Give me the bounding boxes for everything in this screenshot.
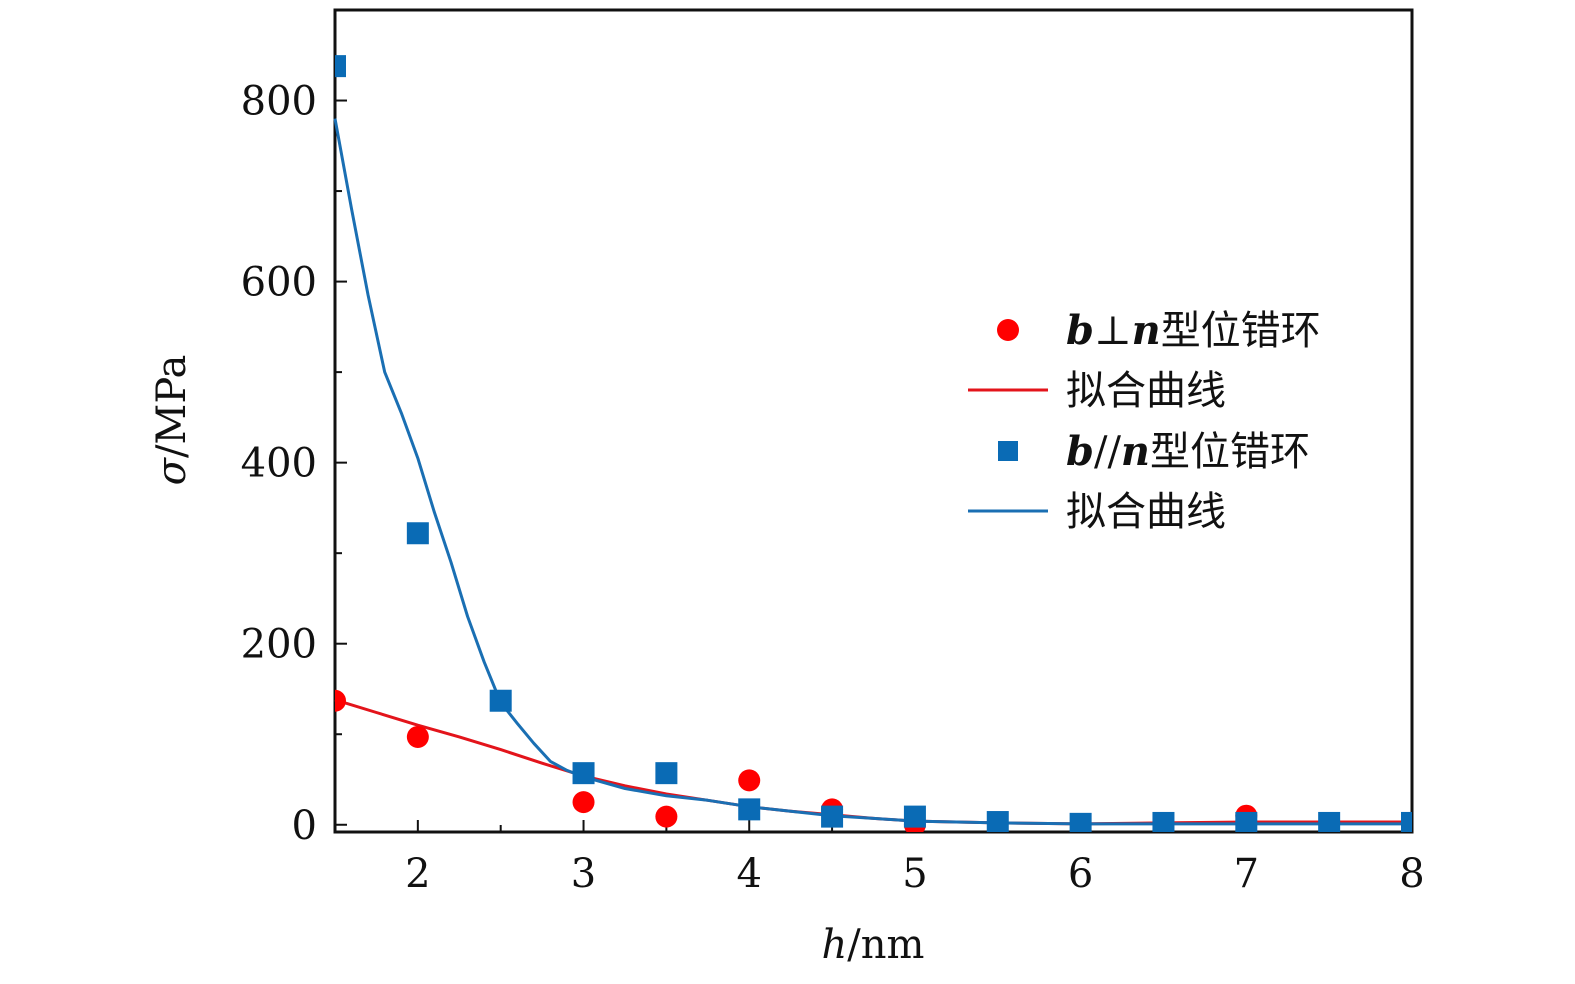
- point-square: [489, 689, 512, 712]
- legend-label: 拟合曲线: [1066, 368, 1226, 414]
- point-square: [406, 522, 429, 545]
- point-circle: [738, 769, 761, 792]
- y-tick-label: 600: [241, 260, 317, 306]
- x-tick-label: 2: [405, 851, 430, 897]
- legend-label: 拟合曲线: [1066, 489, 1226, 535]
- y-tick-label: 200: [241, 622, 317, 668]
- x-tick-label: 7: [1234, 851, 1259, 897]
- x-tick-label: 3: [571, 851, 596, 897]
- y-tick-label: 800: [241, 79, 317, 125]
- point-square: [1152, 811, 1175, 832]
- point-square: [1069, 812, 1092, 832]
- point-square: [1401, 811, 1412, 832]
- point-square: [1318, 811, 1341, 832]
- point-circle: [335, 689, 346, 712]
- point-square: [821, 805, 844, 828]
- x-tick-label: 4: [737, 851, 762, 897]
- point-circle: [655, 805, 678, 828]
- plot-frame: [333, 8, 1414, 834]
- legend-square-marker: [998, 441, 1018, 461]
- x-axis-ticks: 2 3 4 5 6 7 8: [334, 820, 1425, 897]
- point-circle: [406, 725, 429, 748]
- point-square: [655, 762, 678, 785]
- data-points: [335, 55, 1412, 832]
- x-tick-label: 8: [1399, 851, 1424, 897]
- fit-curve-1: [334, 698, 1412, 826]
- x-axis-label: h/nm: [822, 922, 925, 968]
- point-circle: [572, 791, 595, 814]
- legend-label: b⊥n型位错环: [1066, 307, 1321, 354]
- y-tick-label: 400: [241, 441, 317, 487]
- legend-label: b//n型位错环: [1066, 428, 1310, 475]
- point-square: [986, 811, 1009, 832]
- point-square: [1235, 811, 1258, 832]
- legend-circle-marker: [997, 319, 1019, 341]
- point-square: [572, 762, 595, 785]
- point-square: [335, 55, 346, 78]
- x-tick-label: 6: [1068, 851, 1093, 897]
- y-axis-ticks: 0 200 400 600 800: [241, 79, 347, 849]
- x-tick-label: 5: [902, 851, 927, 897]
- point-square: [738, 798, 761, 821]
- y-tick-label: 0: [292, 803, 317, 849]
- y-axis-label: σ/MPa: [149, 355, 195, 486]
- point-square: [903, 805, 926, 828]
